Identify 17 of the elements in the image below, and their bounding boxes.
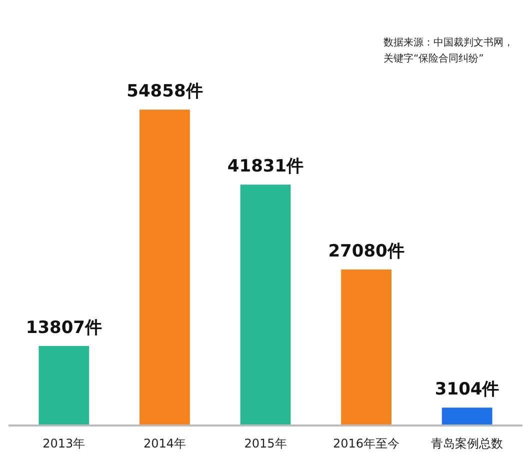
x-tick-label: 2015年 xyxy=(244,436,287,450)
bar xyxy=(341,270,392,426)
bar xyxy=(140,110,190,426)
x-tick-label: 2014年 xyxy=(143,436,186,450)
data-label: 41831件 xyxy=(227,156,304,177)
x-tick-label: 青岛案例总数 xyxy=(431,436,504,450)
source-note: 数据来源：中国裁判文书网， xyxy=(384,36,514,48)
data-label: 13807件 xyxy=(26,318,102,338)
data-label: 27080件 xyxy=(328,242,404,262)
x-tick-label: 2013年 xyxy=(42,436,86,450)
data-label: 54858件 xyxy=(126,82,203,102)
bar xyxy=(240,184,291,426)
bar xyxy=(38,346,90,426)
data-label: 3104件 xyxy=(434,380,500,400)
text: 关键字“保险合同纠纷” xyxy=(384,52,484,64)
x-tick-label: 2016年至今 xyxy=(333,436,400,450)
bar xyxy=(442,408,492,426)
